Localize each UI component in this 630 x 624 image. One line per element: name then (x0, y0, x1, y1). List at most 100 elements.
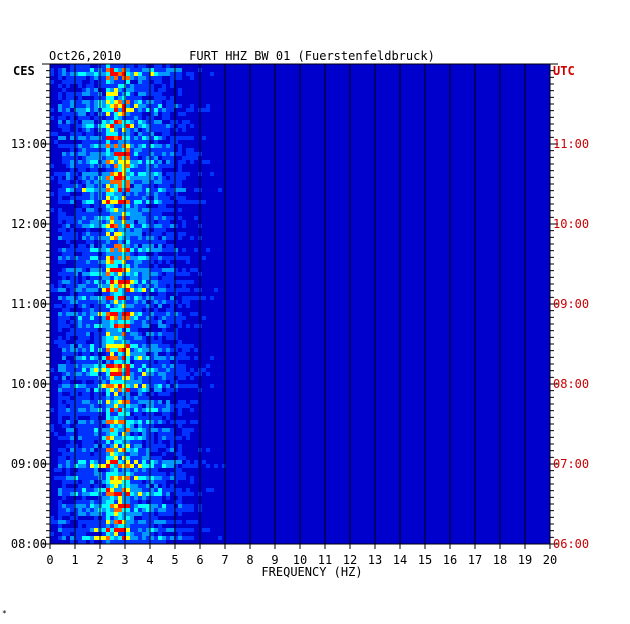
spectrogram-cell (122, 264, 126, 268)
spectrogram-cell (170, 208, 174, 212)
spectrogram-cell (138, 532, 142, 536)
spectrogram-cell (166, 488, 170, 492)
spectrogram-cell (182, 344, 186, 348)
spectrogram-cell (134, 492, 138, 496)
spectrogram-cell (126, 152, 130, 156)
spectrogram-cell (138, 276, 142, 280)
spectrogram-cell (110, 192, 114, 196)
spectrogram-cell (86, 224, 90, 228)
spectrogram-cell (122, 456, 126, 460)
spectrogram-cell (102, 456, 106, 460)
spectrogram-cell (70, 332, 74, 336)
spectrogram-cell (146, 132, 150, 136)
spectrogram-cell (82, 480, 86, 484)
spectrogram-cell (86, 472, 90, 476)
spectrogram-cell (158, 332, 162, 336)
spectrogram-cell (162, 356, 166, 360)
spectrogram-cell (162, 208, 166, 212)
spectrogram-cell (158, 364, 162, 368)
frequency-tick-label: 14 (393, 553, 407, 567)
spectrogram-cell (78, 360, 82, 364)
spectrogram-cell (178, 232, 182, 236)
spectrogram-cell (158, 124, 162, 128)
spectrogram-cell (54, 520, 58, 524)
spectrogram-cell (102, 440, 106, 444)
spectrogram-cell (82, 64, 86, 68)
spectrogram-cell (146, 188, 150, 192)
spectrogram-cell (78, 432, 82, 436)
spectrogram-cell (74, 196, 78, 200)
spectrogram-cell (174, 68, 178, 72)
spectrogram-cell (82, 244, 86, 248)
spectrogram-cell (106, 260, 110, 264)
spectrogram-cell (114, 124, 118, 128)
spectrogram-cell (182, 288, 186, 292)
spectrogram-cell (94, 108, 98, 112)
spectrogram-cell (146, 296, 150, 300)
spectrogram-cell (142, 152, 146, 156)
spectrogram-cell (130, 500, 134, 504)
spectrogram-cell (154, 380, 158, 384)
spectrogram-cell (102, 260, 106, 264)
spectrogram-cell (90, 404, 94, 408)
left-timezone-label: CES (13, 64, 35, 78)
spectrogram-cell (86, 144, 90, 148)
spectrogram-cell (170, 164, 174, 168)
spectrogram-cell (102, 232, 106, 236)
spectrogram-cell (70, 476, 74, 480)
spectrogram-cell (142, 100, 146, 104)
spectrogram-cell (130, 516, 134, 520)
spectrogram-cell (154, 264, 158, 268)
spectrogram-cell (186, 300, 190, 304)
spectrogram-cell (130, 112, 134, 116)
spectrogram-cell (154, 384, 158, 388)
spectrogram-cell (162, 204, 166, 208)
spectrogram-cell (118, 344, 122, 348)
spectrogram-cell (102, 248, 106, 252)
spectrogram-cell (102, 400, 106, 404)
spectrogram-cell (90, 284, 94, 288)
spectrogram-cell (110, 400, 114, 404)
spectrogram-cell (130, 372, 134, 376)
spectrogram-cell (114, 252, 118, 256)
spectrogram-cell (138, 152, 142, 156)
spectrogram-cell (122, 404, 126, 408)
spectrogram-cell (114, 232, 118, 236)
spectrogram-cell (114, 84, 118, 88)
spectrogram-cell (106, 152, 110, 156)
spectrogram-cell (210, 384, 214, 388)
spectrogram-cell (138, 488, 142, 492)
spectrogram-cell (114, 384, 118, 388)
spectrogram-cell (138, 132, 142, 136)
spectrogram-cell (50, 520, 54, 524)
spectrogram-cell (122, 256, 126, 260)
spectrogram-cell (58, 136, 62, 140)
spectrogram-cell (126, 460, 130, 464)
spectrogram-cell (146, 84, 150, 88)
spectrogram-cell (178, 424, 182, 428)
frequency-tick-label: 4 (146, 553, 153, 567)
spectrogram-cell (62, 248, 66, 252)
spectrogram-cell (178, 168, 182, 172)
spectrogram-cell (126, 176, 130, 180)
spectrogram-cell (134, 308, 138, 312)
spectrogram-cell (70, 144, 74, 148)
spectrogram-cell (166, 152, 170, 156)
spectrogram-cell (106, 412, 110, 416)
spectrogram-cell (154, 92, 158, 96)
spectrogram-cell (202, 368, 206, 372)
spectrogram-cell (74, 504, 78, 508)
spectrogram-cell (158, 224, 162, 228)
spectrogram-cell (130, 96, 134, 100)
spectrogram-cell (102, 192, 106, 196)
spectrogram-cell (110, 488, 114, 492)
spectrogram-cell (190, 408, 194, 412)
spectrogram-cell (118, 116, 122, 120)
spectrogram-cell (70, 116, 74, 120)
spectrogram-cell (58, 468, 62, 472)
spectrogram-cell (70, 328, 74, 332)
spectrogram-cell (130, 508, 134, 512)
spectrogram-cell (146, 216, 150, 220)
spectrogram-cell (102, 160, 106, 164)
spectrogram-cell (154, 476, 158, 480)
